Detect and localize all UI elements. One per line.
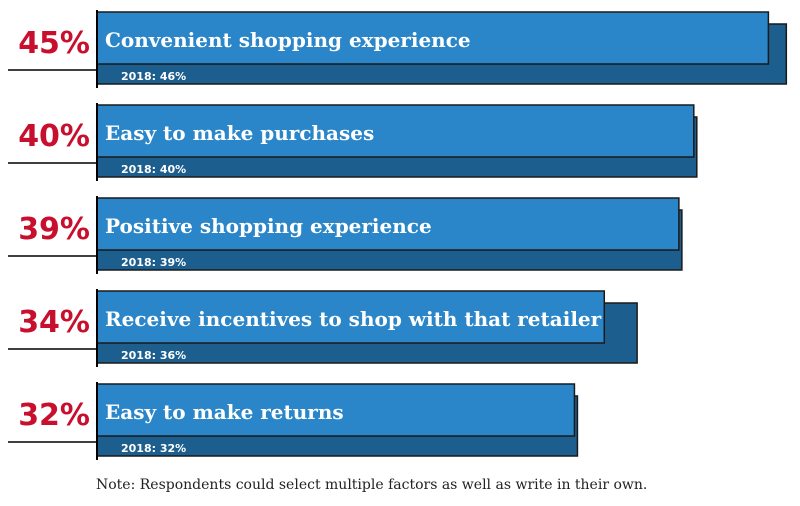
bar-current-4 (96, 290, 606, 344)
bar-chart: 45% Convenient shopping experience 2018: 4… (8, 10, 788, 460)
prev-year-label-4: 2018: 36% (121, 349, 186, 362)
prev-year-label-2: 2018: 40% (121, 163, 186, 176)
category-label-4: Receive incentives to shop with that ret… (105, 307, 602, 331)
chart-note: Note: Respondents could select multiple … (96, 477, 648, 493)
prev-year-label-3: 2018: 39% (121, 256, 186, 269)
bar-current-5 (96, 383, 576, 437)
category-label-2: Easy to make purchases (105, 121, 374, 145)
prev-year-label-1: 2018: 46% (121, 70, 186, 83)
category-label-3: Positive shopping experience (105, 214, 432, 238)
value-label-1: 45% (18, 26, 90, 61)
value-label-2: 40% (18, 119, 90, 154)
value-label-4: 34% (18, 305, 90, 340)
bar-current-1 (96, 11, 770, 65)
category-label-5: Easy to make returns (105, 400, 344, 424)
category-label-1: Convenient shopping experience (105, 28, 471, 52)
value-label-5: 32% (18, 398, 90, 433)
value-label-3: 39% (18, 212, 90, 247)
prev-year-label-5: 2018: 32% (121, 442, 186, 455)
